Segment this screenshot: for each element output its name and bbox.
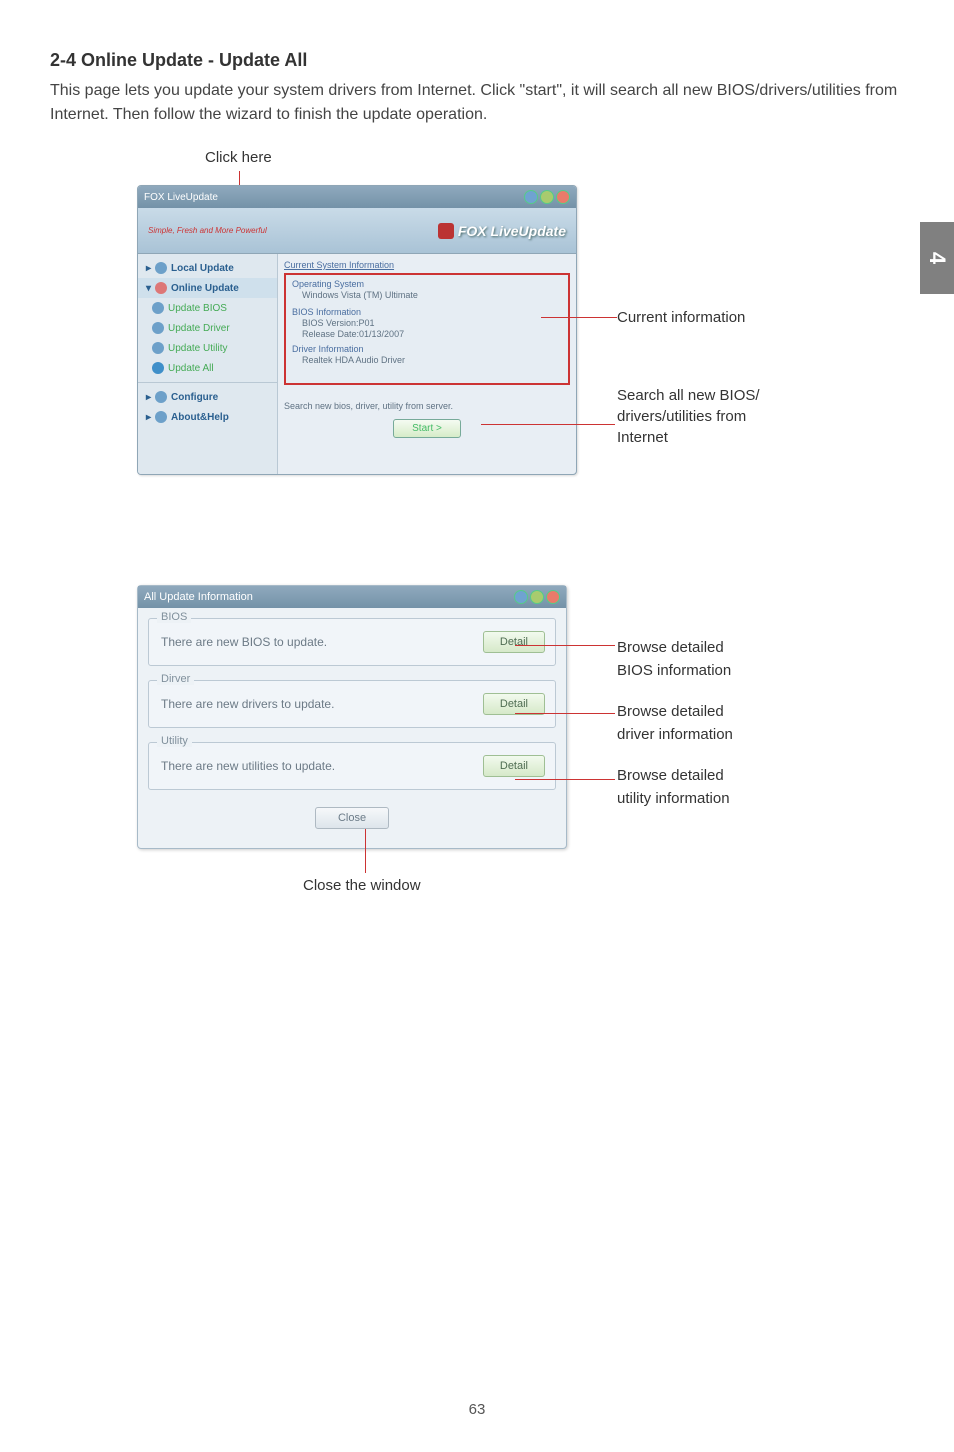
- main-panel: Current System Information Operating Sys…: [278, 254, 576, 474]
- detail-button-utility[interactable]: Detail: [483, 755, 545, 777]
- callout-line-start: [481, 424, 615, 425]
- section-intro: This page lets you update your system dr…: [50, 79, 904, 127]
- minimize-icon[interactable]: [524, 190, 538, 204]
- sidebar: ▸ Local Update ▾ Online Update Update BI…: [138, 254, 278, 474]
- utility-icon: [152, 342, 164, 354]
- detail-button-bios[interactable]: Detail: [483, 631, 545, 653]
- callout-line-bios: [515, 645, 615, 646]
- sidebar-item-configure[interactable]: ▸ Configure: [138, 387, 277, 407]
- callout-line-close: [365, 829, 366, 873]
- globe-icon: [155, 282, 167, 294]
- tagline-text: Simple, Fresh and More Powerful: [148, 226, 267, 235]
- close-icon[interactable]: [556, 190, 570, 204]
- help-icon: [155, 411, 167, 423]
- sidebar-item-online[interactable]: ▾ Online Update: [138, 278, 277, 298]
- bios-version: BIOS Version:P01: [292, 318, 562, 328]
- sidebar-item-local[interactable]: ▸ Local Update: [138, 258, 277, 278]
- fox-logo: FOX LiveUpdate: [438, 223, 566, 239]
- refresh-icon: [152, 362, 164, 374]
- os-value: Windows Vista (TM) Ultimate: [292, 290, 562, 300]
- maximize-icon[interactable]: [540, 190, 554, 204]
- dialog-title: All Update Information: [144, 591, 253, 603]
- group-driver: Dirver There are new drivers to update. …: [148, 680, 556, 728]
- group-label-driver: Dirver: [157, 673, 194, 685]
- driver-update-text: There are new drivers to update.: [161, 697, 334, 711]
- group-label-utility: Utility: [157, 735, 192, 747]
- annotation-bios-detail: Browse detailed BIOS information: [617, 637, 731, 682]
- annotation-search-all: Search all new BIOS/ drivers/utilities f…: [617, 385, 837, 448]
- page-number: 63: [0, 1401, 954, 1418]
- sidebar-item-bios[interactable]: Update BIOS: [138, 298, 277, 318]
- all-update-dialog: All Update Information BIOS There are ne…: [137, 585, 567, 849]
- chapter-tab: 4: [920, 222, 954, 294]
- sidebar-item-utility[interactable]: Update Utility: [138, 338, 277, 358]
- bios-date: Release Date:01/13/2007: [292, 329, 562, 339]
- annotation-driver-detail: Browse detailed driver information: [617, 701, 733, 746]
- bios-heading: BIOS Information: [292, 307, 562, 317]
- driver-value: Realtek HDA Audio Driver: [292, 355, 562, 365]
- callout-line-driver: [515, 713, 615, 714]
- folder-icon: [155, 262, 167, 274]
- sidebar-item-update-all[interactable]: Update All: [138, 358, 277, 378]
- driver-icon: [152, 322, 164, 334]
- annotation-utility-detail: Browse detailed utility information: [617, 765, 730, 810]
- minimize-icon[interactable]: [514, 590, 528, 604]
- group-utility: Utility There are new utilities to updat…: [148, 742, 556, 790]
- start-button[interactable]: Start >: [393, 419, 461, 438]
- fox-liveupdate-window: FOX LiveUpdate Simple, Fresh and More Po…: [137, 185, 577, 475]
- os-heading: Operating System: [292, 279, 562, 289]
- chip-icon: [152, 302, 164, 314]
- gear-icon: [155, 391, 167, 403]
- window-title: FOX LiveUpdate: [144, 192, 218, 203]
- current-info-box: Operating System Windows Vista (TM) Ulti…: [284, 273, 570, 385]
- label-click-here: Click here: [205, 149, 272, 166]
- maximize-icon[interactable]: [530, 590, 544, 604]
- close-button[interactable]: Close: [315, 807, 389, 829]
- group-label-bios: BIOS: [157, 611, 191, 623]
- info-heading: Current System Information: [284, 260, 570, 270]
- group-bios: BIOS There are new BIOS to update. Detai…: [148, 618, 556, 666]
- driver-heading: Driver Information: [292, 344, 562, 354]
- callout-line-current: [541, 317, 617, 318]
- utility-update-text: There are new utilities to update.: [161, 759, 335, 773]
- sidebar-item-driver[interactable]: Update Driver: [138, 318, 277, 338]
- callout-line-utility: [515, 779, 615, 780]
- detail-button-driver[interactable]: Detail: [483, 693, 545, 715]
- bios-update-text: There are new BIOS to update.: [161, 635, 327, 649]
- annotation-current-info: Current information: [617, 309, 745, 326]
- search-label: Search new bios, driver, utility from se…: [284, 401, 570, 411]
- annotation-close-window: Close the window: [303, 877, 421, 894]
- section-heading: 2-4 Online Update - Update All: [50, 50, 904, 71]
- sidebar-item-about[interactable]: ▸ About&Help: [138, 407, 277, 427]
- close-icon[interactable]: [546, 590, 560, 604]
